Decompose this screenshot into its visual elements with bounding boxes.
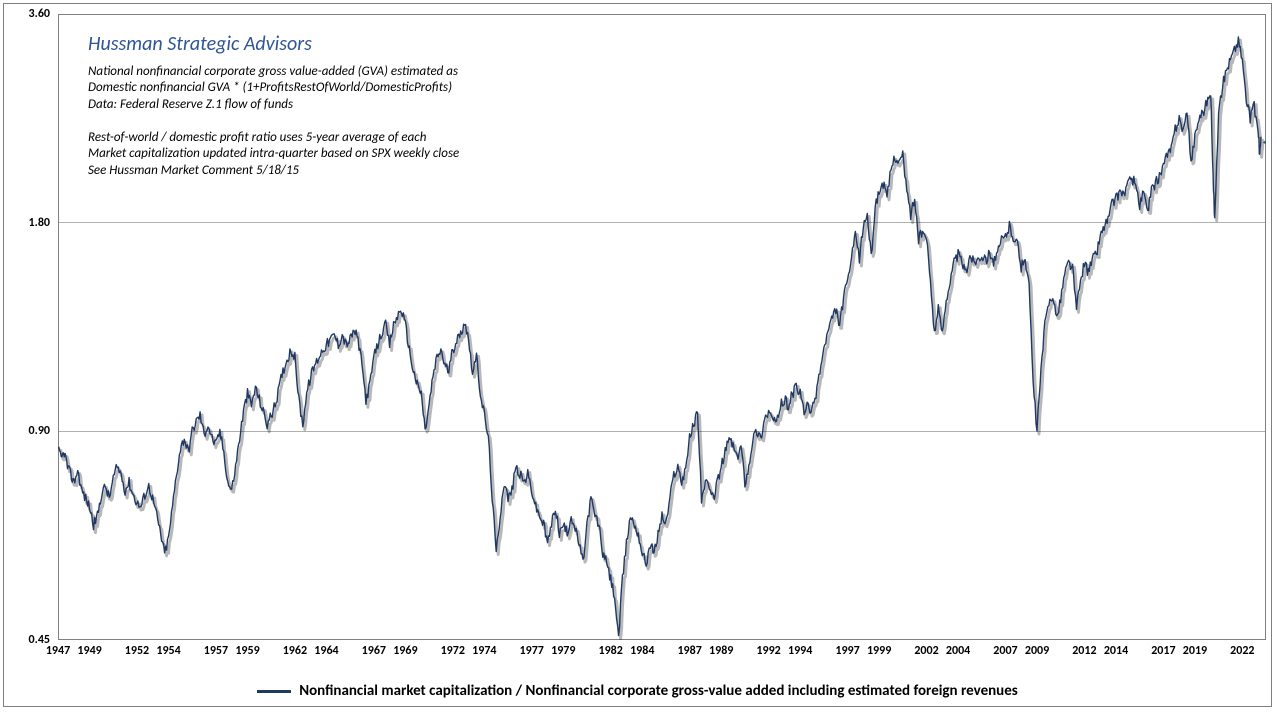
y-tick-label: 1.80 xyxy=(4,216,50,230)
y-tick-label: 3.60 xyxy=(4,7,50,21)
x-tick-label: 1992 xyxy=(756,644,780,658)
line-chart-svg xyxy=(58,14,1266,640)
x-tick-label: 1962 xyxy=(283,644,307,658)
x-tick-label: 1952 xyxy=(125,644,149,658)
x-tick-label: 1959 xyxy=(235,644,259,658)
x-tick-label: 2002 xyxy=(914,644,938,658)
legend-label: Nonfinancial market capitalization / Non… xyxy=(299,682,1018,700)
x-tick-label: 1997 xyxy=(835,644,859,658)
x-tick-label: 1977 xyxy=(520,644,544,658)
x-tick-label: 2004 xyxy=(946,644,970,658)
x-tick-label: 2012 xyxy=(1072,644,1096,658)
x-tick-label: 1954 xyxy=(156,644,180,658)
x-tick-label: 2017 xyxy=(1151,644,1175,658)
x-tick-label: 1994 xyxy=(788,644,812,658)
x-tick-label: 1974 xyxy=(472,644,496,658)
chart-frame: Hussman Strategic Advisors National nonf… xyxy=(3,3,1272,707)
x-tick-label: 1979 xyxy=(551,644,575,658)
legend-swatch xyxy=(257,690,291,693)
x-tick-label: 1967 xyxy=(362,644,386,658)
x-tick-label: 2014 xyxy=(1104,644,1128,658)
x-tick-label: 1972 xyxy=(441,644,465,658)
x-tick-label: 1957 xyxy=(204,644,228,658)
x-tick-label: 1989 xyxy=(709,644,733,658)
y-tick-label: 0.45 xyxy=(4,633,50,647)
x-tick-label: 1987 xyxy=(677,644,701,658)
x-tick-label: 2009 xyxy=(1025,644,1049,658)
x-tick-label: 1964 xyxy=(314,644,338,658)
x-tick-label: 1999 xyxy=(867,644,891,658)
x-tick-label: 1982 xyxy=(599,644,623,658)
x-tick-label: 2007 xyxy=(993,644,1017,658)
x-tick-label: 2019 xyxy=(1183,644,1207,658)
x-tick-label: 1949 xyxy=(77,644,101,658)
x-tick-label: 1969 xyxy=(393,644,417,658)
y-tick-label: 0.90 xyxy=(4,424,50,438)
x-tick-label: 1947 xyxy=(46,644,70,658)
x-tick-label: 1984 xyxy=(630,644,654,658)
x-tick-label: 2022 xyxy=(1230,644,1254,658)
legend: Nonfinancial market capitalization / Non… xyxy=(4,682,1271,700)
plot-area xyxy=(58,14,1266,640)
